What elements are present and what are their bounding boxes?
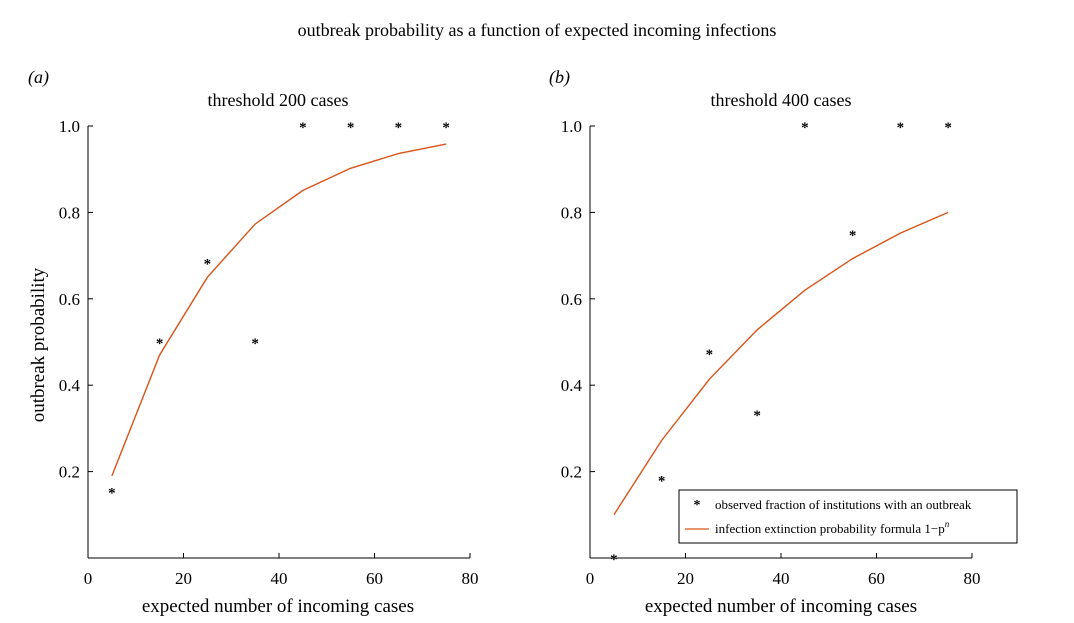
panel-a-marks: * * * * * * * * bbox=[108, 120, 450, 501]
legend-box bbox=[678, 489, 1018, 544]
y-tick-label: 0.6 bbox=[561, 290, 582, 309]
legend-marker-observed: * bbox=[694, 498, 701, 513]
observed-point: * bbox=[251, 336, 259, 352]
x-tick-label: 40 bbox=[271, 569, 288, 588]
panel-a-xlabel: expected number of incoming cases bbox=[142, 596, 414, 617]
observed-point: * bbox=[156, 336, 164, 352]
observed-point: * bbox=[849, 228, 857, 244]
x-tick-label: 80 bbox=[964, 569, 981, 588]
formula-line bbox=[613, 211, 949, 516]
x-tick-label: 20 bbox=[677, 569, 694, 588]
panel-b-axes: 0 20 40 60 80 0.2 0.4 0.6 0.8 1.0 bbox=[561, 117, 981, 588]
panel-label-a: (a) bbox=[28, 67, 49, 88]
panel-label-b: (b) bbox=[549, 67, 570, 88]
x-tick-label: 80 bbox=[462, 569, 479, 588]
observed-point: * bbox=[610, 552, 618, 568]
observed-point: * bbox=[801, 120, 809, 136]
legend-label-observed: observed fraction of institutions with a… bbox=[715, 497, 972, 512]
y-tick-label: 0.4 bbox=[59, 376, 81, 395]
y-tick-label: 1.0 bbox=[59, 117, 80, 136]
y-tick-label: 0.6 bbox=[59, 290, 80, 309]
observed-point: * bbox=[395, 120, 403, 136]
panel-a: (a) threshold 200 cases expected number … bbox=[28, 67, 479, 617]
y-tick-label: 0.8 bbox=[561, 203, 582, 222]
x-tick-label: 40 bbox=[773, 569, 790, 588]
observed-point: * bbox=[204, 257, 212, 273]
observed-point: * bbox=[299, 120, 307, 136]
panel-b-marks: * * * * * * * * bbox=[610, 120, 952, 568]
legend-label-formula: infection extinction probability formula… bbox=[715, 519, 950, 536]
panel-b: (b) threshold 400 cases expected number … bbox=[549, 67, 1018, 617]
legend-label-formula-text: infection extinction probability formula… bbox=[715, 521, 945, 536]
observed-point: * bbox=[658, 473, 666, 489]
panel-a-title: threshold 200 cases bbox=[208, 90, 349, 110]
x-tick-label: 0 bbox=[586, 569, 595, 588]
y-tick-label: 0.4 bbox=[561, 376, 583, 395]
formula-line bbox=[111, 143, 447, 477]
x-tick-label: 20 bbox=[175, 569, 192, 588]
observed-point: * bbox=[753, 408, 761, 424]
x-tick-label: 0 bbox=[84, 569, 93, 588]
y-tick-label: 1.0 bbox=[561, 117, 582, 136]
panel-b-xlabel: expected number of incoming cases bbox=[645, 596, 917, 617]
y-tick-label: 0.2 bbox=[561, 463, 582, 482]
panel-a-axes: 0 20 40 60 80 0.2 0.4 0.6 0.8 1.0 bbox=[59, 117, 479, 588]
observed-point: * bbox=[347, 120, 355, 136]
panel-a-ylabel: outbreak probability bbox=[28, 267, 49, 422]
legend-label-formula-superscript: n bbox=[945, 519, 950, 529]
observed-point: * bbox=[442, 120, 450, 136]
panel-b-title: threshold 400 cases bbox=[711, 90, 852, 110]
observed-point: * bbox=[944, 120, 952, 136]
panel-b-legend: * observed fraction of institutions with… bbox=[678, 489, 1018, 544]
x-tick-label: 60 bbox=[868, 569, 885, 588]
y-tick-label: 0.2 bbox=[59, 463, 80, 482]
figure-title: outbreak probability as a function of ex… bbox=[297, 20, 777, 40]
x-tick-label: 60 bbox=[366, 569, 383, 588]
y-tick-label: 0.8 bbox=[59, 203, 80, 222]
observed-point: * bbox=[108, 485, 116, 501]
observed-point: * bbox=[897, 120, 905, 136]
observed-point: * bbox=[706, 347, 714, 363]
